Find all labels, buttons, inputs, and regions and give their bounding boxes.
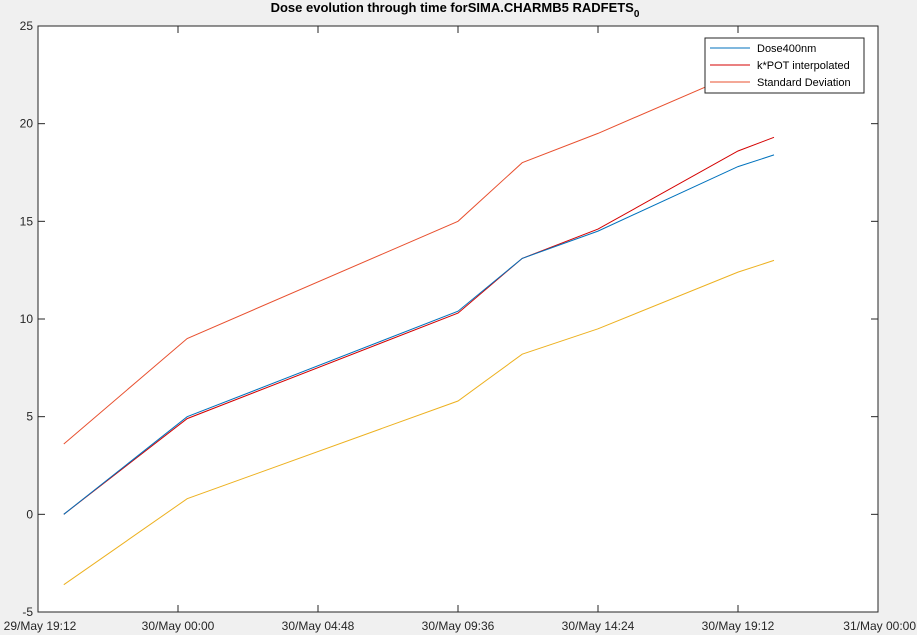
y-tick-label: 15 — [20, 214, 34, 228]
x-tick-label: 30/May 00:00 — [142, 619, 215, 633]
y-tick-label: -5 — [22, 605, 33, 619]
y-axis: -5 0 5 10 15 20 25 — [20, 19, 878, 619]
x-tick-label: 30/May 09:36 — [422, 619, 495, 633]
x-tick-label: 31/May 00:00 — [843, 619, 916, 633]
x-tick-label: 29/May 19:12 — [4, 619, 77, 633]
x-tick-label: 30/May 04:48 — [282, 619, 355, 633]
x-tick-label: 30/May 19:12 — [702, 619, 775, 633]
y-tick-label: 20 — [20, 117, 34, 131]
chart-title: Dose evolution through time forSIMA.CHAR… — [271, 0, 640, 20]
y-tick-label: 5 — [26, 410, 33, 424]
series-line-0 — [63, 154, 775, 515]
y-tick-label: 0 — [26, 507, 33, 521]
plot-area — [37, 25, 879, 613]
legend-label: Dose400nm — [757, 43, 816, 55]
legend-label: Standard Deviation — [757, 77, 851, 89]
legend-label: k*POT interpolated — [757, 60, 850, 72]
y-tick-label: 10 — [20, 312, 34, 326]
legend: Dose400nm k*POT interpolated Standard Devi… — [704, 37, 865, 94]
series-line-3 — [63, 259, 775, 586]
x-tick-label: 30/May 14:24 — [562, 619, 635, 633]
y-tick-label: 25 — [20, 19, 34, 33]
x-axis: 29/May 19:12 30/May 00:00 30/May 04:48 30/M… — [4, 26, 916, 633]
